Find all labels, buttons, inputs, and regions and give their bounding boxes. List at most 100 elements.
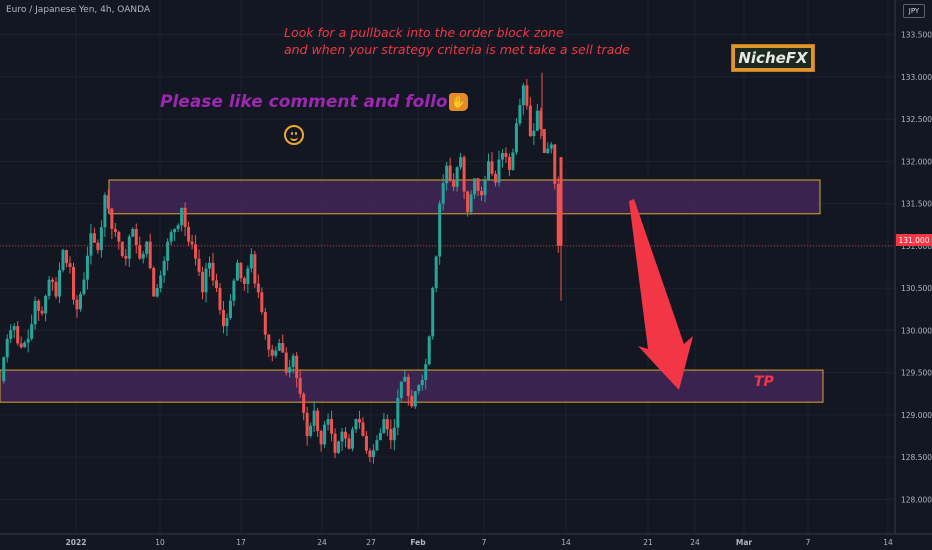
candle-body [438, 203, 442, 257]
pullback-note[interactable]: Look for a pullback into the order block… [284, 24, 630, 58]
candle-body [445, 165, 449, 184]
candle-body [493, 173, 497, 183]
candle-body [228, 300, 232, 319]
candle-body [47, 279, 51, 296]
candle-body [511, 152, 515, 170]
x-tick-label: 14 [561, 538, 571, 547]
pullback-note-line-1: Look for a pullback into the order block… [284, 25, 564, 40]
candle-body [556, 183, 560, 246]
candle-body [37, 300, 41, 311]
symbol-title[interactable]: Euro / Japanese Yen, 4h, OANDA [6, 5, 151, 15]
candle-body [518, 105, 522, 124]
currency-badge[interactable]: JPY [903, 4, 925, 18]
candle-body [514, 123, 518, 153]
candle-body [476, 178, 480, 191]
candle-body [288, 367, 292, 373]
candle-body [487, 161, 491, 181]
candle-body [194, 244, 198, 259]
x-tick-label: 17 [236, 538, 246, 547]
candle-body [141, 253, 145, 259]
candle-body [368, 450, 372, 458]
brand-text: NicheFX [735, 48, 811, 68]
candle-body [427, 336, 431, 365]
candle-body [232, 280, 236, 301]
candle-body [204, 268, 208, 293]
candle-body [211, 262, 215, 281]
candle-body [525, 85, 529, 106]
pullback-note-line-2: and when your strategy criteria is met t… [284, 42, 630, 57]
candle-body [546, 148, 550, 153]
candle-body [169, 232, 173, 242]
candle-body [277, 343, 281, 351]
candle-body [65, 250, 69, 264]
candle-body [260, 292, 264, 312]
candle-body [350, 429, 354, 449]
candle-body [61, 250, 65, 271]
x-tick-label: 14 [883, 538, 893, 547]
x-tick-label: 27 [366, 538, 376, 547]
candle-body [302, 393, 306, 413]
candle-body [281, 343, 285, 353]
candle-body [26, 338, 30, 343]
candle-body [480, 190, 484, 196]
candle-body [99, 227, 103, 251]
x-tick-label: 10 [155, 538, 165, 547]
y-tick-label: 132.500 [901, 115, 932, 124]
candle-body [469, 194, 473, 213]
candle-body [549, 144, 553, 149]
smiley-icon [284, 125, 304, 145]
candle-body [127, 236, 131, 259]
candle-body [483, 180, 487, 196]
candle-body [267, 334, 271, 350]
candle-body [333, 433, 337, 453]
candle-body [82, 279, 86, 295]
candle-body [103, 195, 107, 228]
candle-body [399, 381, 403, 398]
grid-lines [0, 0, 895, 534]
candle-body [295, 355, 299, 378]
candle-body [51, 279, 55, 282]
x-tick-label: 24 [690, 538, 700, 547]
x-tick-label: Feb [410, 538, 426, 547]
candle-body [124, 256, 128, 259]
candle-body [507, 157, 511, 170]
candle-body [239, 262, 243, 279]
candle-body [201, 271, 205, 293]
candle-body [187, 226, 191, 242]
candle-body [396, 397, 400, 428]
candle-body [337, 441, 341, 453]
candle-body [162, 260, 166, 276]
candle-body [2, 357, 6, 382]
candle-body [382, 419, 386, 433]
candle-body [378, 432, 382, 441]
candle-body [78, 294, 82, 310]
candle-body [9, 330, 13, 339]
candle-body [473, 178, 477, 195]
candle-body [413, 391, 417, 407]
candle-body [12, 326, 16, 331]
y-tick-label: 129.500 [901, 369, 932, 378]
candle-body [274, 350, 278, 356]
candle-body [190, 241, 194, 245]
y-tick-label: 128.000 [901, 495, 932, 504]
candle-body [138, 245, 142, 259]
x-tick-label: 7 [806, 538, 811, 547]
candle-body [235, 262, 239, 281]
candle-body [159, 275, 163, 289]
like-comment-follow-text[interactable]: Please like comment and follow [160, 92, 464, 112]
candle-body [54, 281, 58, 297]
brand-label[interactable]: NicheFX [731, 44, 815, 72]
candle-body [197, 258, 201, 272]
current-price-label: 131.000 [898, 236, 929, 245]
tp-label[interactable]: TP [754, 374, 774, 390]
candle-body [323, 424, 327, 445]
candle-body [284, 352, 288, 373]
candle-body [559, 157, 563, 246]
candle-body [490, 161, 494, 174]
sell-arrow [629, 199, 693, 390]
y-tick-label: 131.500 [901, 200, 932, 209]
candle-body [173, 228, 177, 233]
candle-body [347, 438, 351, 449]
candle-body [385, 419, 389, 430]
